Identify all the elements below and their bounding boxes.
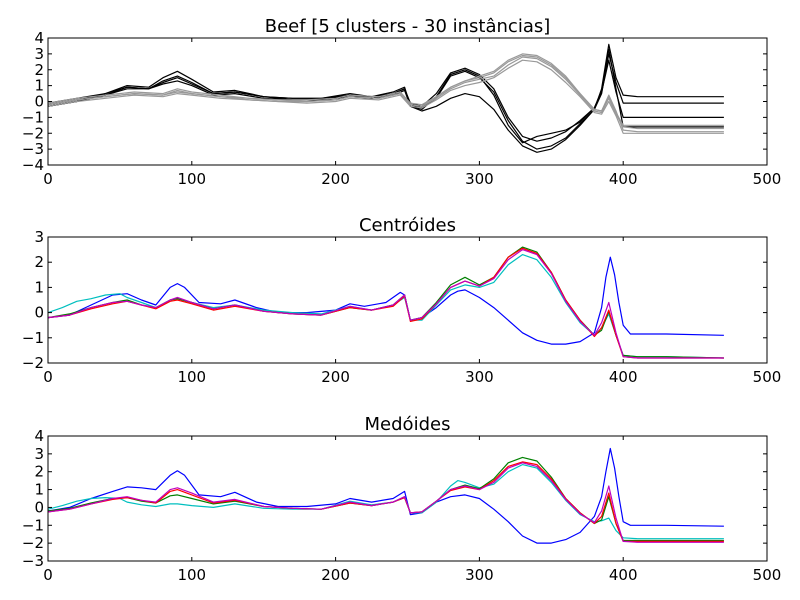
plot-frame bbox=[47, 236, 768, 364]
y-tick-label: 3 bbox=[34, 445, 44, 463]
x-tick-label: 200 bbox=[321, 368, 350, 386]
x-tick-label: 400 bbox=[609, 566, 638, 584]
chart-panel-1: 0 100 200 300 400 500 3 2 1 0 −1 −2 Centróides bbox=[22, 215, 781, 386]
series-line-2-4 bbox=[48, 462, 724, 543]
y-tick-label: −1 bbox=[22, 108, 44, 126]
x-tick-label: 500 bbox=[753, 566, 782, 584]
y-tick-label: 1 bbox=[34, 278, 44, 296]
y-tick-label: −2 bbox=[22, 534, 44, 552]
y-tick-label: −2 bbox=[22, 124, 44, 142]
series-line-0-3 bbox=[48, 48, 724, 142]
y-tick-label: 3 bbox=[34, 228, 44, 246]
x-tick-label: 500 bbox=[753, 368, 782, 386]
x-tick-label: 100 bbox=[177, 566, 206, 584]
y-tick-label: 0 bbox=[34, 498, 44, 516]
y-tick-label: 2 bbox=[34, 463, 44, 481]
y-tick-label: 2 bbox=[34, 253, 44, 271]
y-tick-label: −2 bbox=[22, 354, 44, 372]
x-tick-label: 400 bbox=[609, 368, 638, 386]
chart-title: Medóides bbox=[365, 414, 451, 435]
series-line-1-4 bbox=[48, 249, 724, 359]
y-tick-label: −3 bbox=[22, 552, 44, 570]
x-tick-label: 100 bbox=[177, 368, 206, 386]
x-tick-label: 200 bbox=[321, 566, 350, 584]
x-tick-label: 300 bbox=[465, 170, 494, 188]
series-line-0-7 bbox=[48, 53, 724, 126]
x-tick-label: 0 bbox=[43, 566, 53, 584]
y-tick-label: 4 bbox=[34, 29, 44, 47]
x-tick-label: 400 bbox=[609, 170, 638, 188]
y-tick-label: −1 bbox=[22, 516, 44, 534]
x-tick-label: 0 bbox=[43, 368, 53, 386]
chart-title: Centróides bbox=[359, 215, 456, 236]
x-tick-label: 300 bbox=[465, 368, 494, 386]
y-tick-label: 4 bbox=[34, 427, 44, 445]
y-tick-label: 1 bbox=[34, 481, 44, 499]
x-tick-label: 0 bbox=[43, 170, 53, 188]
x-tick-label: 100 bbox=[177, 170, 206, 188]
y-tick-label: 0 bbox=[34, 93, 44, 111]
y-tick-label: −3 bbox=[22, 140, 44, 158]
chart-title: Beef [5 clusters - 30 instâncias] bbox=[265, 16, 551, 37]
plot-frame bbox=[47, 435, 768, 562]
x-tick-label: 300 bbox=[465, 566, 494, 584]
x-tick-label: 200 bbox=[321, 170, 350, 188]
y-tick-label: 0 bbox=[34, 304, 44, 322]
y-tick-label: 2 bbox=[34, 61, 44, 79]
series-line-0-6 bbox=[48, 59, 724, 134]
y-tick-label: −4 bbox=[22, 156, 44, 174]
y-tick-label: −1 bbox=[22, 329, 44, 347]
x-tick-label: 500 bbox=[753, 170, 782, 188]
series-line-1-3 bbox=[48, 247, 724, 359]
y-tick-label: 3 bbox=[34, 45, 44, 63]
y-tick-label: 1 bbox=[34, 77, 44, 95]
